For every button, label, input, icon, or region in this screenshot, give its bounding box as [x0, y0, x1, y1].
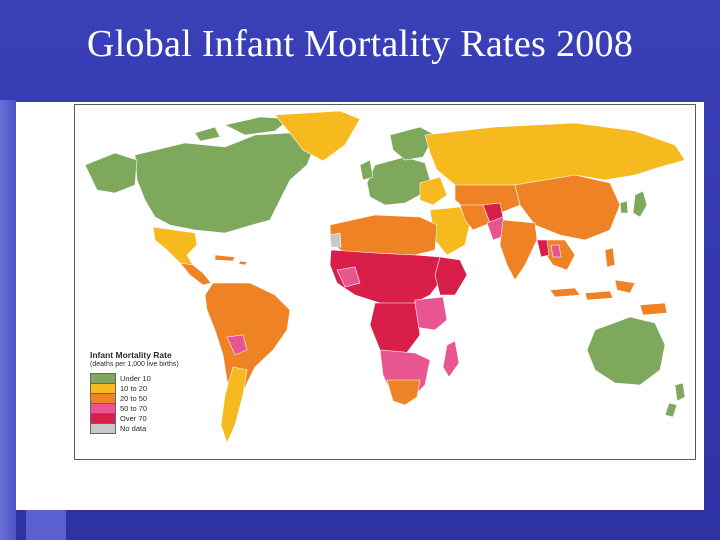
region-laos — [550, 244, 562, 258]
region-australia — [586, 316, 666, 386]
region-south-africa — [386, 379, 421, 406]
region-japan — [632, 190, 648, 218]
map-legend: Infant Mortality Rate (deaths per 1,000 … — [90, 350, 210, 434]
region-eastern-europe — [419, 176, 448, 206]
legend-item: 10 to 20 — [90, 382, 210, 394]
region-new-zealand — [664, 382, 686, 418]
region-southern-cone — [220, 366, 248, 444]
legend-item: Under 10 — [90, 372, 210, 384]
region-west-africa-pink — [336, 266, 361, 288]
world-map-svg — [84, 110, 686, 444]
region-north-africa — [329, 214, 438, 256]
region-horn-africa — [434, 256, 468, 296]
slide-title: Global Infant Mortality Rates 2008 — [86, 23, 634, 65]
region-madagascar — [442, 340, 460, 378]
region-iran — [459, 204, 491, 231]
legend-label: 10 to 20 — [120, 383, 148, 393]
legend-item: Over 70 — [90, 412, 210, 424]
region-bolivia — [226, 334, 248, 356]
legend-item: 20 to 50 — [90, 392, 210, 404]
region-russia — [424, 122, 686, 188]
region-arctic-islands — [194, 116, 291, 142]
region-central-africa — [369, 302, 421, 356]
legend-item: 50 to 70 — [90, 402, 210, 414]
region-india — [499, 219, 538, 281]
region-western-sahara — [329, 232, 342, 248]
region-canada — [134, 132, 316, 234]
region-alaska — [84, 152, 138, 194]
legend-label: 50 to 70 — [120, 403, 148, 413]
region-central-america — [179, 262, 212, 286]
legend-label: No data — [120, 423, 147, 433]
decorative-block — [26, 510, 66, 540]
region-myanmar — [536, 239, 550, 258]
region-philippines — [604, 247, 616, 268]
region-scandinavia — [389, 126, 436, 161]
legend-label: Under 10 — [120, 373, 151, 383]
legend-swatch — [90, 422, 116, 434]
region-greenland — [274, 110, 361, 162]
legend-label: 20 to 50 — [120, 393, 148, 403]
region-china — [514, 174, 621, 241]
region-caribbean — [214, 254, 248, 266]
region-korea — [619, 200, 629, 214]
region-south-america — [204, 282, 291, 406]
region-mexico — [152, 226, 198, 266]
legend-label: Over 70 — [120, 413, 147, 423]
region-indonesia — [549, 279, 668, 316]
region-east-africa — [414, 296, 448, 331]
region-uk — [359, 159, 374, 181]
world-map — [74, 104, 696, 460]
legend-title: Infant Mortality Rate — [90, 350, 172, 360]
legend-subtitle: (deaths per 1,000 live births) — [90, 361, 179, 368]
region-europe — [366, 156, 431, 206]
decorative-strip — [0, 100, 16, 540]
legend-item: No data — [90, 422, 210, 434]
